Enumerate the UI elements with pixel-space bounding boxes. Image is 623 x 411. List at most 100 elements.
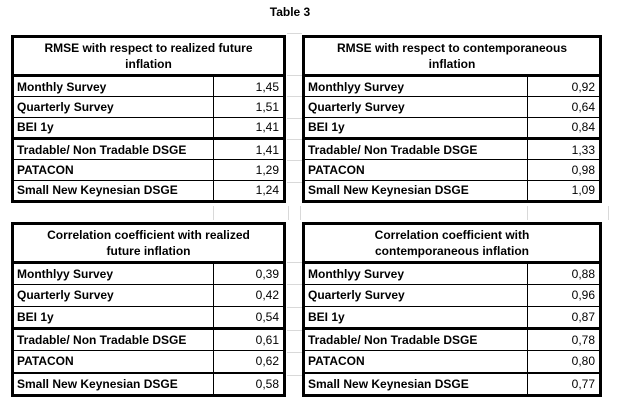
table-row: Quarterly Survey 0,96 bbox=[305, 284, 599, 306]
table-header-line: RMSE with respect to realized future bbox=[44, 41, 253, 55]
excel-gridline bbox=[527, 206, 528, 220]
table-header-line: RMSE with respect to contemporaneous bbox=[336, 41, 568, 55]
table-header-line: inflation bbox=[428, 57, 476, 71]
row-label: Monthlyy Survey bbox=[308, 267, 405, 282]
table-row: Quarterly Survey 0,64 bbox=[305, 96, 599, 117]
row-value: 0,58 bbox=[213, 373, 283, 394]
table-correlation-contemporaneous-inflation: Correlation coefficient with contemporan… bbox=[302, 222, 602, 397]
table-row: Tradable/ Non Tradable DSGE 1,33 bbox=[305, 136, 599, 160]
row-label: Quarterly Survey bbox=[17, 288, 114, 303]
row-label: Tradable/ Non Tradable DSGE bbox=[17, 333, 187, 348]
table-row: Monthlyy Survey 0,92 bbox=[305, 77, 599, 97]
row-label: Quarterly Survey bbox=[308, 288, 405, 303]
excel-gridline bbox=[287, 330, 302, 331]
row-value: 0,54 bbox=[213, 306, 283, 327]
table-row: Quarterly Survey 1,51 bbox=[14, 96, 283, 117]
table-rmse-contemporaneous-inflation: RMSE with respect to contemporaneous inf… bbox=[302, 35, 602, 203]
row-label: Quarterly Survey bbox=[17, 99, 114, 114]
table-header-line: contemporaneous inflation bbox=[374, 244, 529, 258]
table-row: Monthlyy Survey 0,39 bbox=[14, 264, 283, 285]
excel-gridline bbox=[287, 307, 302, 308]
table-row: Monthlyy Survey 0,88 bbox=[305, 264, 599, 285]
row-value: 1,41 bbox=[213, 117, 283, 137]
row-value: 1,51 bbox=[213, 97, 283, 117]
excel-gridline bbox=[287, 139, 302, 140]
excel-gridline bbox=[287, 375, 302, 376]
excel-gridline bbox=[287, 262, 302, 263]
row-label: Monthlyy Survey bbox=[17, 267, 114, 282]
row-value: 0,64 bbox=[527, 97, 599, 117]
table-header-line: Correlation coefficient with bbox=[374, 228, 530, 242]
row-value: 1,45 bbox=[213, 77, 283, 97]
excel-gridline bbox=[300, 206, 301, 220]
row-value: 1,33 bbox=[527, 139, 599, 160]
row-value: 0,39 bbox=[213, 264, 283, 285]
table-row: Tradable/ Non Tradable DSGE 1,41 bbox=[14, 136, 283, 160]
table-header-line: inflation bbox=[125, 57, 172, 71]
row-label: Monthly Survey bbox=[17, 79, 107, 94]
row-label: PATACON bbox=[17, 354, 74, 369]
table-row: PATACON 0,98 bbox=[305, 159, 599, 180]
table-row: Small New Keynesian DSGE 1,09 bbox=[305, 179, 599, 200]
table-row: PATACON 0,62 bbox=[14, 350, 283, 372]
row-value: 0,80 bbox=[527, 351, 599, 372]
excel-gridline bbox=[288, 206, 289, 220]
table-header: RMSE with respect to contemporaneous inf… bbox=[305, 38, 599, 77]
table-rmse-realized-future-inflation: RMSE with respect to realized future inf… bbox=[11, 35, 286, 203]
table-row: BEI 1y 0,54 bbox=[14, 305, 283, 327]
excel-gridline bbox=[287, 284, 302, 285]
excel-gridline bbox=[287, 75, 302, 76]
excel-gridline bbox=[213, 206, 214, 220]
table-header: Correlation coefficient with contemporan… bbox=[305, 225, 599, 264]
table-row: Tradable/ Non Tradable DSGE 0,61 bbox=[14, 326, 283, 351]
excel-gridline bbox=[287, 160, 302, 161]
row-value: 0,78 bbox=[527, 329, 599, 351]
row-label: Small New Keynesian DSGE bbox=[17, 376, 178, 391]
figure-title: Table 3 bbox=[269, 5, 311, 19]
table-header: Correlation coefficient with realized fu… bbox=[14, 225, 283, 264]
row-label: PATACON bbox=[308, 354, 365, 369]
row-label: Tradable/ Non Tradable DSGE bbox=[308, 333, 478, 348]
row-value: 0,96 bbox=[527, 285, 599, 306]
row-label: Small New Keynesian DSGE bbox=[308, 376, 469, 391]
row-label: Tradable/ Non Tradable DSGE bbox=[17, 142, 187, 157]
row-value: 0,61 bbox=[213, 329, 283, 351]
table-header: RMSE with respect to realized future inf… bbox=[14, 38, 283, 77]
table-correlation-realized-future-inflation: Correlation coefficient with realized fu… bbox=[11, 222, 286, 397]
row-label: BEI 1y bbox=[17, 120, 54, 135]
row-value: 0,84 bbox=[527, 117, 599, 137]
row-label: Small New Keynesian DSGE bbox=[17, 183, 178, 198]
table-row: Quarterly Survey 0,42 bbox=[14, 284, 283, 306]
table-row: PATACON 0,80 bbox=[305, 350, 599, 372]
excel-gridline bbox=[287, 352, 302, 353]
table-row: BEI 1y 0,84 bbox=[305, 116, 599, 137]
table-row: Small New Keynesian DSGE 1,24 bbox=[14, 179, 283, 200]
row-label: Tradable/ Non Tradable DSGE bbox=[308, 142, 478, 157]
excel-gridline bbox=[287, 33, 302, 34]
excel-gridline bbox=[287, 96, 302, 97]
excel-gridline bbox=[287, 182, 302, 183]
row-label: Monthlyy Survey bbox=[308, 79, 405, 94]
table-row: Small New Keynesian DSGE 0,58 bbox=[14, 371, 283, 394]
row-label: Small New Keynesian DSGE bbox=[308, 183, 469, 198]
table-row: Tradable/ Non Tradable DSGE 0,78 bbox=[305, 326, 599, 351]
row-value: 0,62 bbox=[213, 351, 283, 372]
row-value: 1,41 bbox=[213, 139, 283, 160]
table-header-line: future inflation bbox=[106, 244, 191, 258]
row-label: BEI 1y bbox=[308, 309, 345, 324]
row-value: 1,09 bbox=[527, 180, 599, 200]
excel-gridline bbox=[287, 118, 302, 119]
table-row: Monthly Survey 1,45 bbox=[14, 77, 283, 97]
row-value: 0,92 bbox=[527, 77, 599, 97]
row-label: Quarterly Survey bbox=[308, 99, 405, 114]
row-value: 0,77 bbox=[527, 373, 599, 394]
row-label: BEI 1y bbox=[17, 309, 54, 324]
row-value: 1,29 bbox=[213, 160, 283, 180]
row-value: 0,87 bbox=[527, 306, 599, 327]
row-value: 0,88 bbox=[527, 264, 599, 285]
row-value: 0,98 bbox=[527, 160, 599, 180]
table-header-line: Correlation coefficient with realized bbox=[47, 228, 250, 242]
table-row: Small New Keynesian DSGE 0,77 bbox=[305, 371, 599, 394]
row-label: PATACON bbox=[308, 162, 365, 177]
